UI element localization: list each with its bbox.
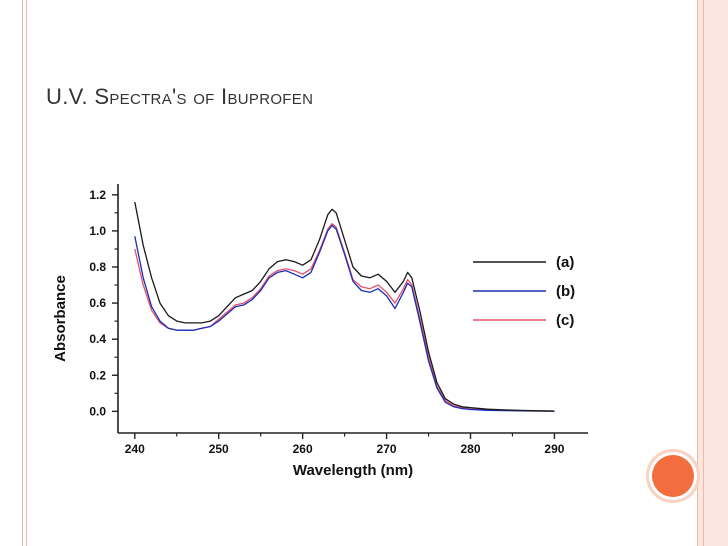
y-tick-label: 0.2 <box>89 368 106 382</box>
x-tick-label: 270 <box>377 442 397 456</box>
legend-label: (b) <box>556 283 575 300</box>
plot-area: 240 250 260 270 280 290 0.0 0.2 0.4 0.6 0.8 1.0 1.2… <box>89 184 588 456</box>
slide-title-text: U.V. Spectra's of Ibuprofen <box>46 84 314 109</box>
y-tick-label: 0.0 <box>89 404 106 418</box>
y-axis-label: Absorbance <box>52 275 69 362</box>
right-decor-band <box>697 0 728 546</box>
legend: (a) (b) (c) <box>473 254 575 329</box>
right-decor-line <box>697 0 698 546</box>
series-line <box>134 201 555 412</box>
corner-accent-circle <box>652 455 694 497</box>
legend-label: (a) <box>556 254 574 271</box>
uv-spectra-chart: 240 250 260 270 280 290 0.0 0.2 0.4 0.6 0.8 1.0 1.2… <box>52 184 588 479</box>
y-tick-label: 0.4 <box>89 332 106 346</box>
x-tick-label: 240 <box>125 442 145 456</box>
y-ticks: 0.0 0.2 0.4 0.6 0.8 1.0 1.2 <box>89 188 118 418</box>
x-tick-label: 290 <box>544 442 564 456</box>
x-tick-label: 260 <box>293 442 313 456</box>
y-tick-label: 1.2 <box>89 188 106 202</box>
series-line <box>134 224 555 412</box>
x-axis-label: Wavelength (nm) <box>293 462 413 479</box>
x-tick-label: 250 <box>209 442 229 456</box>
left-rule-inner <box>26 0 27 546</box>
left-rule <box>22 0 23 546</box>
series-lines <box>134 201 555 412</box>
slide-title: U.V. Spectra's of Ibuprofen <box>46 84 313 110</box>
series-line <box>134 223 555 412</box>
y-tick-label: 0.6 <box>89 296 106 310</box>
x-ticks: 240 250 260 270 280 290 <box>125 433 565 456</box>
right-decor-line-inner <box>703 0 704 546</box>
y-tick-label: 0.8 <box>89 260 106 274</box>
x-tick-label: 280 <box>460 442 480 456</box>
legend-label: (c) <box>556 312 574 329</box>
y-tick-label: 1.0 <box>89 224 106 238</box>
